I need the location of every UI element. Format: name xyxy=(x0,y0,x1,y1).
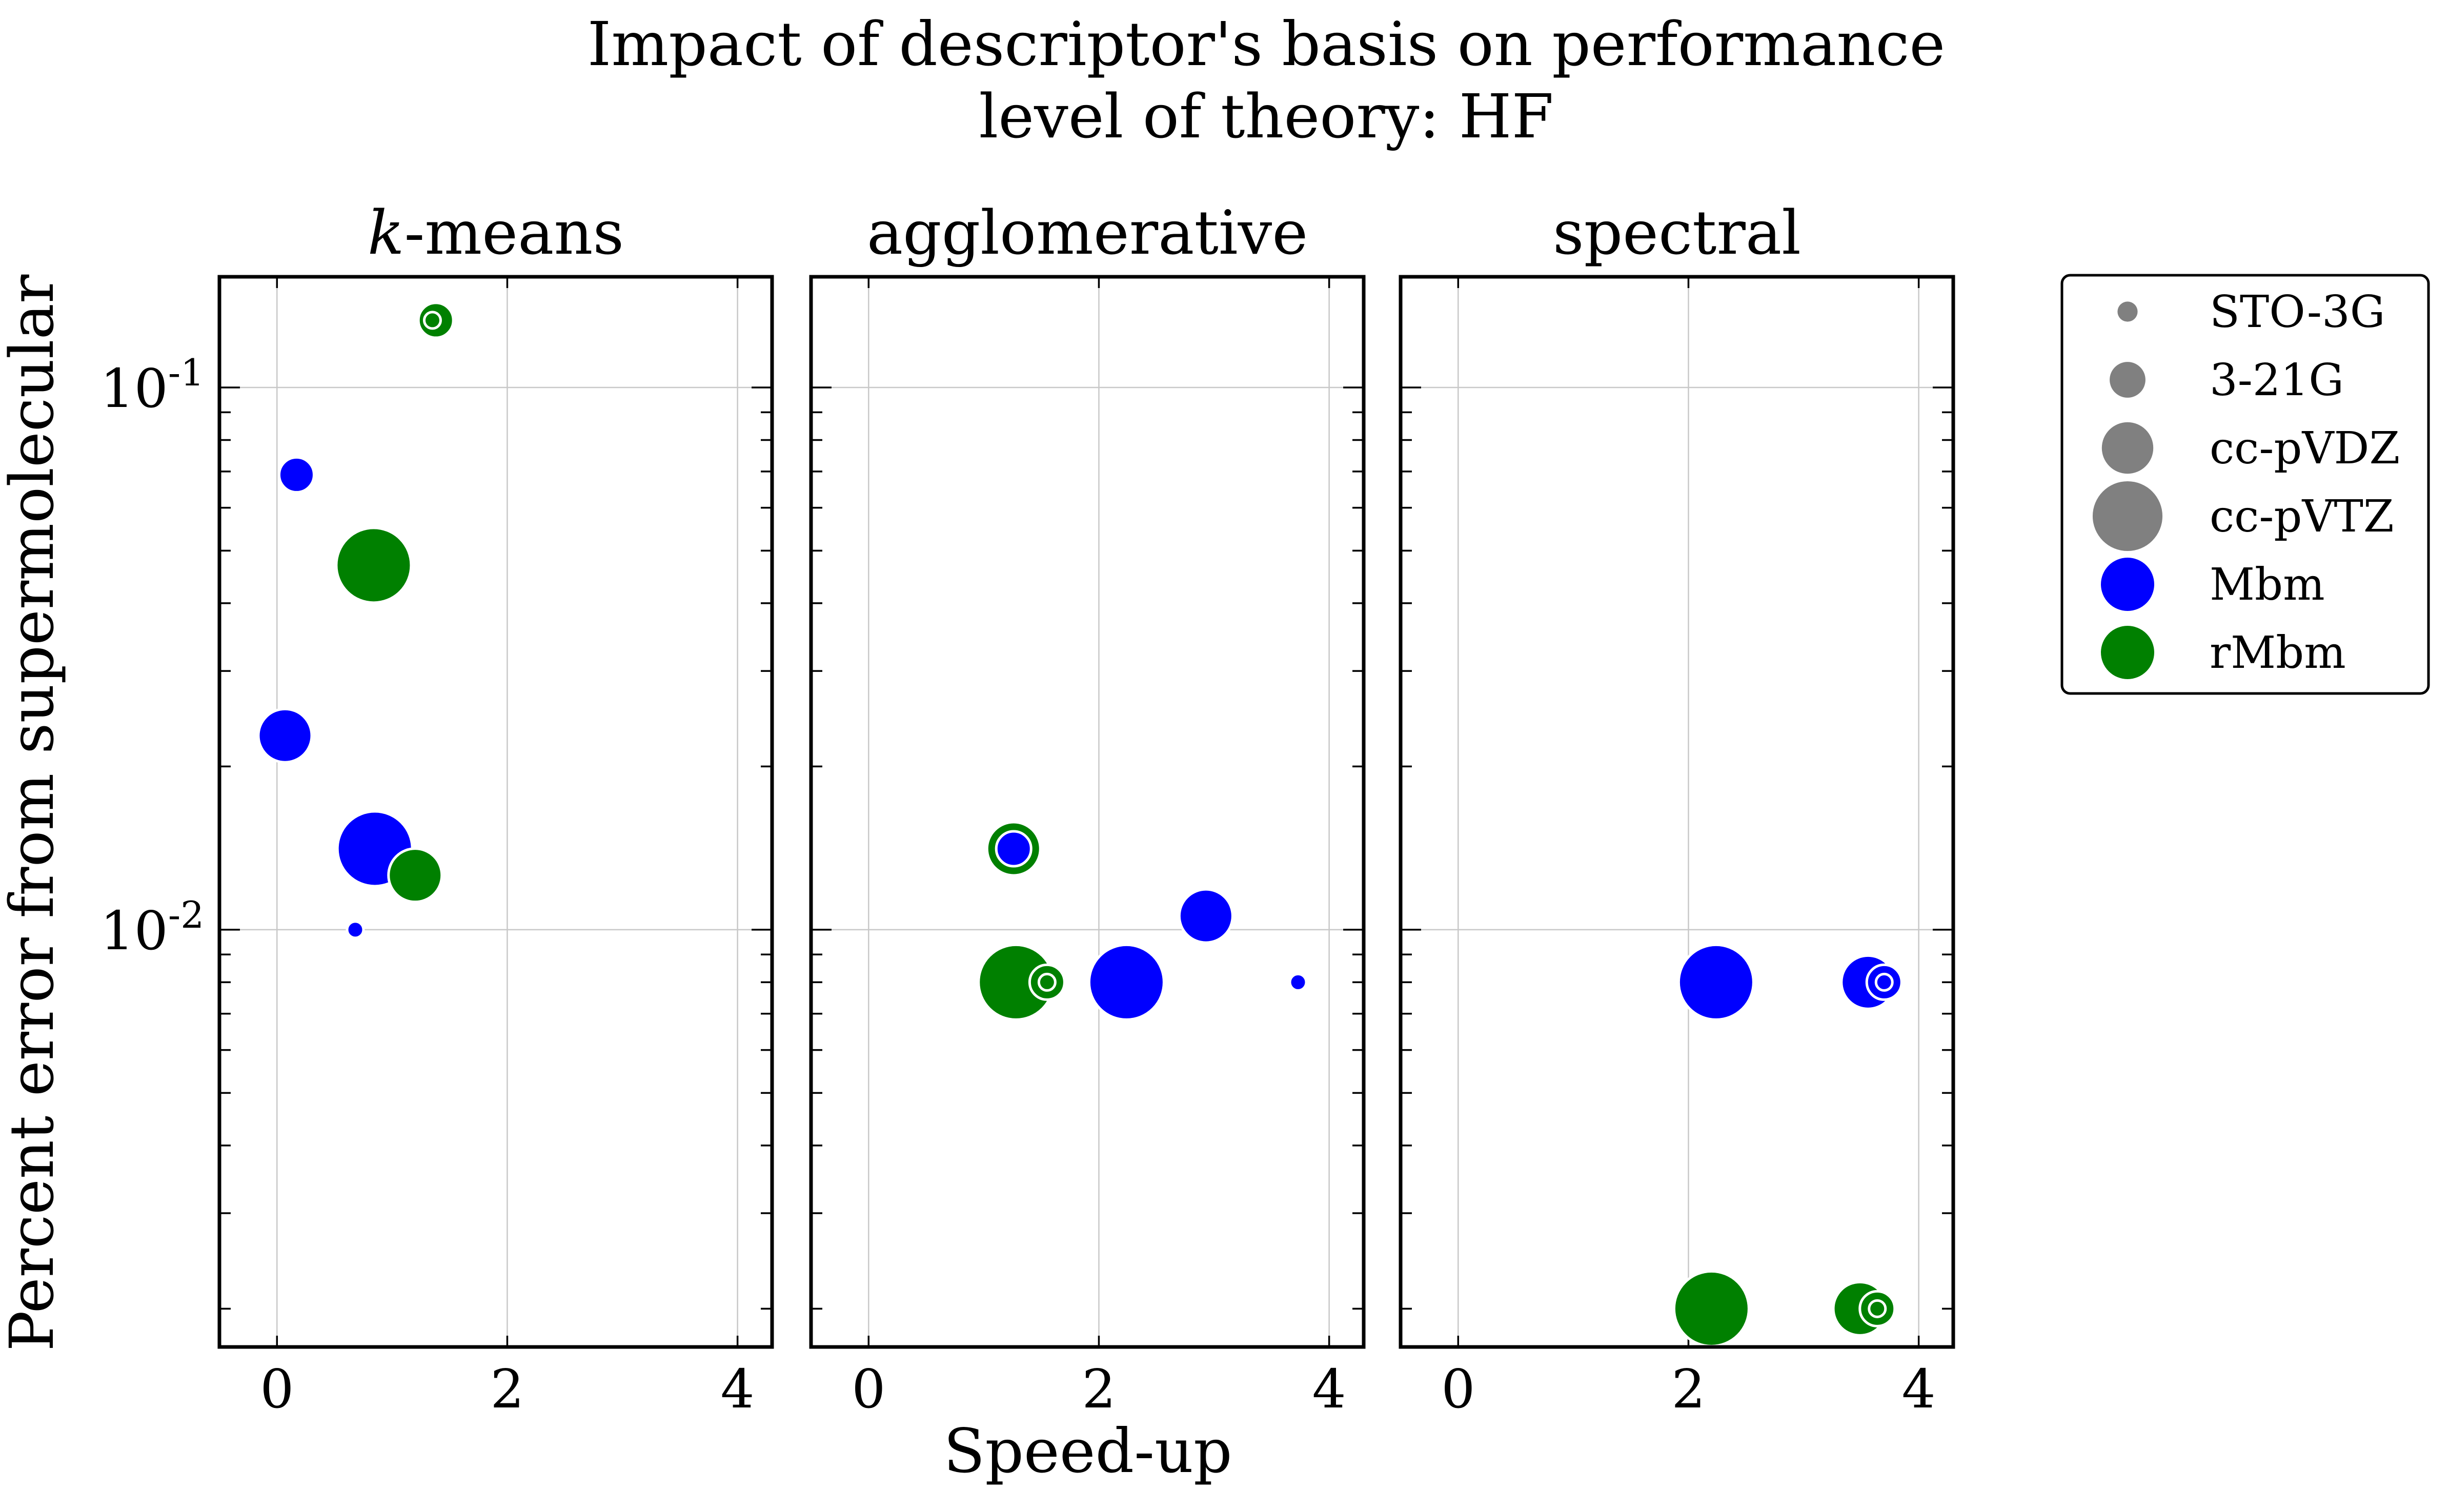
legend-color-marker xyxy=(2101,626,2154,679)
x-tick-label: 4 xyxy=(721,1358,755,1420)
point-mbm-sto-3g xyxy=(1874,972,1894,992)
panel-title: spectral xyxy=(1553,197,1801,268)
chart-title: Impact of descriptor's basis on performa… xyxy=(588,9,1946,79)
panel-frame xyxy=(809,275,1366,1349)
legend-label: cc-pVDZ xyxy=(2210,423,2400,474)
x-tick-label: 2 xyxy=(490,1358,524,1420)
legend: STO-3G 3-21G cc-pVDZ cc-pVTZ Mbm rMbm xyxy=(2060,274,2430,695)
panel-title: k-means xyxy=(368,197,624,268)
point-mbm-sto-3g xyxy=(1288,972,1308,992)
legend-size-marker xyxy=(2101,422,2154,474)
legend-size-marker xyxy=(2092,481,2163,551)
legend-label: STO-3G xyxy=(2210,287,2385,338)
x-tick-label: 4 xyxy=(1902,1358,1936,1420)
x-axis-label: Speed-up xyxy=(944,1416,1232,1486)
legend-color-marker xyxy=(2101,558,2154,611)
legend-size-marker xyxy=(2117,301,2138,322)
point-mbm-cc-pvdz xyxy=(1178,888,1234,944)
subplots: 0 2 4 10-1 10-2 k-means 0 2 4 agglomerative 0 2 4 spe… xyxy=(100,197,1955,1420)
point-mbm-cc-pvtz xyxy=(1677,943,1755,1021)
point-rmbm-sto-3g xyxy=(1037,972,1057,992)
panel-2: 0 2 4 agglomerative xyxy=(809,197,1366,1420)
point-mbm-3-21g xyxy=(277,456,315,494)
x-tick-label: 0 xyxy=(1441,1358,1475,1420)
panel-frame xyxy=(1399,275,1955,1349)
x-tick-label: 0 xyxy=(852,1358,885,1420)
legend-label: 3-21G xyxy=(2210,355,2344,406)
point-rmbm-sto-3g xyxy=(1868,1299,1887,1318)
point-rmbm-sto-3g xyxy=(422,311,442,330)
panel-1: 0 2 4 10-1 10-2 k-means xyxy=(100,197,774,1420)
point-mbm-cc-pvdz xyxy=(257,707,313,764)
panel-3: 0 2 4 spectral xyxy=(1399,197,1955,1420)
x-tick-label: 4 xyxy=(1312,1358,1346,1420)
y-tick-label: 10-2 xyxy=(100,893,204,962)
point-rmbm-cc-pvdz xyxy=(387,847,443,904)
point-mbm-sto-3g xyxy=(346,920,365,939)
legend-label: cc-pVTZ xyxy=(2210,491,2394,542)
point-mbm-3-21g xyxy=(995,830,1033,868)
x-tick-label: 2 xyxy=(1671,1358,1705,1420)
panel-frame xyxy=(217,275,774,1349)
point-mbm-cc-pvtz xyxy=(1087,943,1165,1021)
x-tick-label: 2 xyxy=(1082,1358,1116,1420)
point-rmbm-cc-pvtz xyxy=(335,526,413,604)
y-tick-label: 10-1 xyxy=(100,351,204,420)
panel-title: agglomerative xyxy=(867,197,1308,268)
x-tick-label: 0 xyxy=(260,1358,294,1420)
legend-size-marker xyxy=(2110,362,2146,398)
legend-label: Mbm xyxy=(2210,559,2325,610)
point-rmbm-cc-pvtz xyxy=(1672,1270,1750,1347)
chart-subtitle: level of theory: HF xyxy=(979,81,1554,152)
legend-label: rMbm xyxy=(2210,627,2346,679)
y-axis-label: Percent error from supermolecular xyxy=(0,274,67,1351)
